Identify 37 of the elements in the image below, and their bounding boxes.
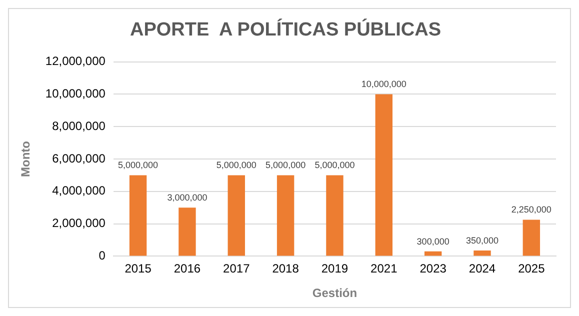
y-tick-label: 6,000,000 (52, 151, 106, 166)
x-tick-label: 2015 (124, 262, 152, 276)
y-axis-title: Monto (18, 141, 33, 177)
bar (276, 175, 294, 256)
x-tick-label: 2017 (223, 262, 250, 276)
x-tick-label: 2018 (272, 262, 300, 276)
x-tick-label: 2016 (174, 262, 201, 276)
data-label: 5,000,000 (266, 160, 306, 170)
data-label: 350,000 (466, 236, 499, 246)
bar (424, 251, 442, 256)
data-label: 5,000,000 (216, 160, 256, 170)
y-tick-label: 8,000,000 (52, 118, 106, 133)
bar (326, 175, 344, 256)
bar (522, 220, 540, 256)
y-tick-label: 0 (98, 248, 106, 263)
data-label: 5,000,000 (118, 160, 158, 170)
data-label: 300,000 (416, 236, 450, 246)
x-tick-label: 2019 (321, 262, 348, 276)
data-label: 2,250,000 (511, 204, 552, 215)
x-axis-title: Gestión (312, 286, 358, 300)
data-label: 5,000,000 (314, 160, 355, 170)
data-label: 10,000,000 (361, 79, 406, 90)
bar (178, 208, 196, 256)
data-label: 3,000,000 (167, 192, 208, 203)
bar (129, 175, 147, 256)
y-tick-label: 12,000,000 (45, 54, 106, 68)
chart-title: APORTE A POLÍTICAS PÚBLICAS (130, 18, 442, 41)
x-tick-label: 2025 (518, 262, 546, 276)
y-tick-label: 10,000,000 (45, 86, 106, 101)
x-tick-label: 2023 (420, 262, 447, 276)
bar (474, 250, 491, 256)
x-tick-label: 2021 (370, 262, 398, 276)
bar (228, 175, 245, 256)
y-tick-label: 2,000,000 (52, 216, 106, 230)
bar (375, 94, 393, 256)
x-tick-label: 2024 (468, 262, 496, 276)
y-tick-label: 4,000,000 (52, 184, 106, 198)
